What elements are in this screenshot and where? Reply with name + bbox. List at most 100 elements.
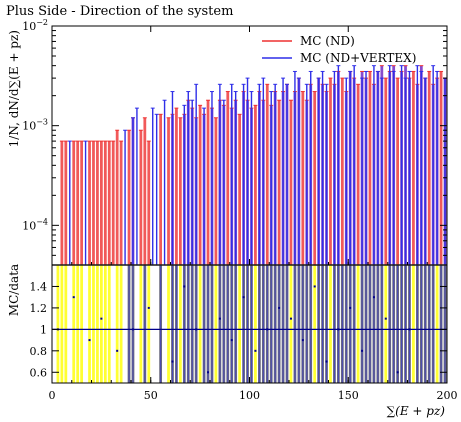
ratio-bar [412,265,415,383]
ratio-frame [51,264,448,384]
ratio-point [207,371,210,374]
ratio-bar [214,265,218,383]
ratio-point [171,360,174,363]
legend: MC (ND) MC (ND+VERTEX) [262,34,416,65]
bar-nd [147,141,151,265]
bar-nd [76,141,80,265]
ratio-bar [96,265,99,383]
bar-nd [99,141,103,265]
bar-nd [119,141,123,265]
bar-nd [64,141,68,265]
bar-nd [103,141,107,265]
bar-nd [96,141,99,265]
ratio-bar [167,265,170,383]
bar-nd [167,117,170,265]
bar-nd [439,71,443,265]
x-axis-label: ∑(E + pz) [387,404,446,418]
ratio-point [384,317,387,320]
bar-nd [60,141,64,265]
ratio-bar [329,265,332,383]
bar-nd [80,141,84,265]
bar-nd [214,117,218,265]
bar-nd [329,78,332,265]
bar-nd [238,114,242,265]
y-tick-label: 10−3 [22,118,48,133]
ratio-bar [147,265,151,383]
bar-nd [340,78,344,265]
bar-nd [384,78,388,265]
ratio-bar [115,265,119,383]
ratio-bar [80,265,84,383]
ratio-bar [60,265,64,383]
ratio-bar [289,265,293,383]
ratio-y-tick-label: 1 [40,323,47,336]
ratio-point [254,349,257,352]
ratio-bar [99,265,103,383]
bar-nd [412,71,415,265]
axis-labels: ∑(E + pz) 1/N, dN/d∑(E + pz) MC/data [7,30,445,418]
ratio-point [361,349,364,352]
ratio-bar [92,265,95,383]
ratio-bar [238,265,242,383]
ratio-y-tick-label: 0.8 [30,345,48,358]
ratio-point [301,339,304,342]
bar-nd [265,84,269,265]
bar-nd [178,117,182,265]
ratio-bar [178,265,182,383]
ratio-bar [88,265,91,383]
ratio-panel [52,264,447,383]
ratio-y-tick-label: 0.6 [30,366,48,379]
ratio-point [88,339,91,342]
y-tick-label: 10−2 [22,18,48,33]
bar-nd [107,141,111,265]
y-axis-label-ratio: MC/data [7,264,21,316]
bar-nd [92,141,95,265]
ratio-bar [56,265,60,383]
x-tick-label: 200 [437,389,458,402]
ratio-point [278,306,281,309]
ratio-point [230,339,233,342]
bar-nd [159,114,163,265]
x-tick-label: 150 [338,389,359,402]
ratio-point [396,371,399,374]
bar-nd [175,108,178,265]
ratio-bar [313,265,317,383]
chart-title: Plus Side - Direction of the system [6,4,234,19]
x-tick-label: 0 [49,389,56,402]
ratio-y-tick-label: 1.4 [30,280,48,293]
y-tick-label: 10−4 [22,217,48,232]
bar-nd [277,100,281,265]
ratio-point [349,306,352,309]
bar-nd [313,91,317,265]
ratio-bar [64,265,68,383]
bar-nd [254,105,257,266]
ratio-bar [384,265,388,383]
ratio-bar [356,265,360,383]
bar-nd [226,91,230,265]
bar-nd [139,130,143,265]
x-tick-label: 50 [144,389,158,402]
ratio-bar [198,265,202,383]
bar-nd [427,71,431,265]
ratio-point [183,285,186,288]
ratio-point [147,306,150,309]
legend-label: MC (ND+VERTEX) [300,51,416,65]
main-panel [59,65,447,266]
bar-nd [356,84,360,265]
bar-nd [368,71,372,265]
bar-nd [72,141,76,265]
bar-nd [289,100,293,265]
ratio-point [313,285,316,288]
ratio-bar [119,265,123,383]
axes: 0 50 100 150 200 10−4 10−3 10−2 0.6 0.8 1 1.2 1.4 [22,18,457,402]
ratio-point [325,360,328,363]
ratio-point [72,296,75,299]
ratio-point [100,317,103,320]
bar-nd [127,130,131,265]
bar-nd [396,78,400,265]
ratio-bar [254,265,257,383]
ratio-point [116,349,119,352]
bar-nd [111,141,115,265]
legend-label: MC (ND) [300,34,355,48]
